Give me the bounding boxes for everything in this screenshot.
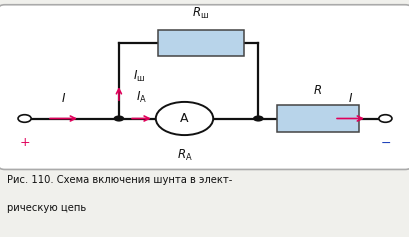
- Text: $I_\mathrm{A}$: $I_\mathrm{A}$: [136, 90, 146, 105]
- FancyBboxPatch shape: [157, 30, 243, 56]
- Text: $I_\mathrm{ш}$: $I_\mathrm{ш}$: [133, 69, 145, 84]
- Circle shape: [252, 115, 263, 122]
- Text: $+$: $+$: [19, 136, 30, 149]
- Text: $R$: $R$: [312, 84, 321, 97]
- Text: Рис. 110. Схема включения шунта в элект-: Рис. 110. Схема включения шунта в элект-: [7, 175, 232, 185]
- Text: $R_\mathrm{A}$: $R_\mathrm{A}$: [176, 148, 192, 163]
- FancyBboxPatch shape: [0, 5, 409, 169]
- Text: рическую цепь: рическую цепь: [7, 203, 86, 213]
- Text: $I$: $I$: [61, 92, 66, 105]
- Circle shape: [155, 102, 213, 135]
- Text: $R_\mathrm{ш}$: $R_\mathrm{ш}$: [192, 6, 209, 21]
- Text: $-$: $-$: [379, 136, 390, 149]
- Circle shape: [18, 115, 31, 122]
- FancyBboxPatch shape: [276, 105, 358, 132]
- Circle shape: [378, 115, 391, 122]
- Text: $I$: $I$: [347, 92, 352, 105]
- Text: A: A: [180, 112, 188, 125]
- Circle shape: [113, 115, 124, 122]
